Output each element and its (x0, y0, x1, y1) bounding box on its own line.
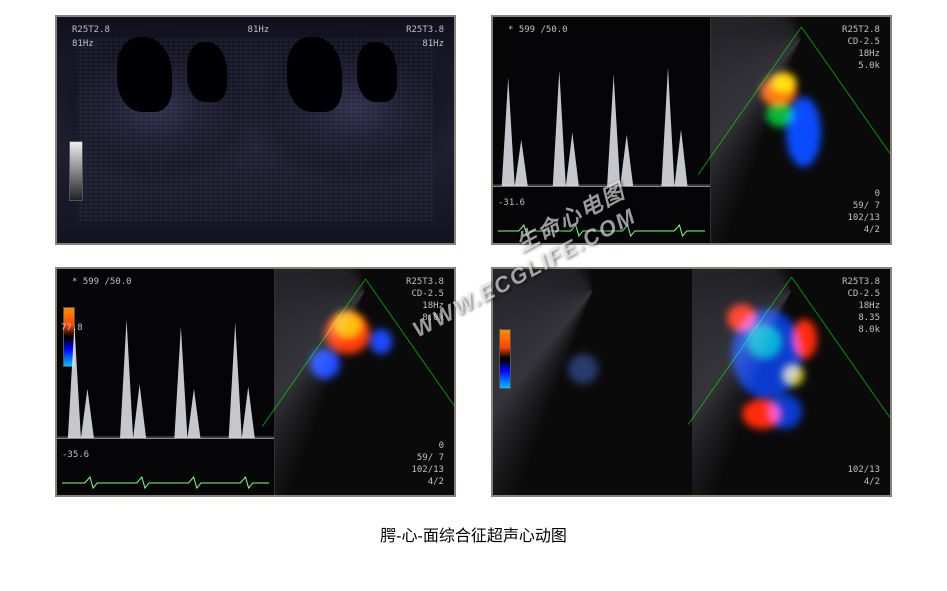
velocity-bar-icon (499, 329, 511, 389)
label-br3: 102/13 (411, 465, 444, 475)
label-r4: 5.0k (858, 61, 880, 71)
echo-panel-doppler-1: * 599 /50.0 -31.6 R25T2.8 CD-2.5 18Hz (491, 15, 892, 245)
label-br2: 102/13 (847, 465, 880, 475)
label-br4: 4/2 (864, 225, 880, 235)
doppler-waveform (57, 314, 274, 438)
label-br1: 0 (875, 189, 880, 199)
echo-panel-color-dual: R25T3.8 CD-2.5 18Hz 8.35 8.0k 4/2 102/13 (491, 267, 892, 497)
panel-hz-r: 81Hz (422, 39, 444, 49)
figure-caption: 腭-心-面综合征超声心动图 (55, 522, 892, 546)
label-r4: 8.35 (858, 313, 880, 323)
velocity-min: -31.6 (498, 198, 525, 208)
label-r3: 18Hz (422, 301, 444, 311)
label-br1: 0 (439, 441, 444, 451)
panel-label: R25T2.8 (72, 25, 110, 35)
echo-panel-doppler-2: 77.8 (55, 267, 456, 497)
echo-panel-2d-dual: R25T2.8 81Hz 81Hz R25T3.8 81Hz (55, 15, 456, 245)
label-r4: 8.0k (422, 313, 444, 323)
label-br2: 59/ 7 (853, 201, 880, 211)
label-r3: 18Hz (858, 49, 880, 59)
label-br2: 59/ 7 (417, 453, 444, 463)
panel-hz-mid: 81Hz (248, 25, 270, 35)
label-br4: 4/2 (428, 477, 444, 487)
doppler-scale: * 599 /50.0 (508, 25, 568, 35)
ecg-trace (62, 475, 269, 490)
panel-label-r: R25T3.8 (406, 25, 444, 35)
label-r1: R25T2.8 (842, 25, 880, 35)
label-r3: 18Hz (858, 301, 880, 311)
doppler-waveform (493, 62, 710, 186)
label-br3: 4/2 (864, 477, 880, 487)
label-r5: 8.0k (858, 325, 880, 335)
grayscale-bar-icon (69, 141, 83, 201)
figure-container: R25T2.8 81Hz 81Hz R25T3.8 81Hz (0, 0, 947, 561)
panel-hz: 81Hz (72, 39, 94, 49)
label-r1: R25T3.8 (842, 277, 880, 287)
label-r2: CD-2.5 (847, 37, 880, 47)
label-br3: 102/13 (847, 213, 880, 223)
ecg-trace (498, 223, 705, 238)
echo-grid: R25T2.8 81Hz 81Hz R25T3.8 81Hz (55, 15, 892, 497)
label-r2: CD-2.5 (847, 289, 880, 299)
label-r2: CD-2.5 (411, 289, 444, 299)
label-r1: R25T3.8 (406, 277, 444, 287)
doppler-scale: * 599 /50.0 (72, 277, 132, 287)
velocity-min: -35.6 (62, 450, 89, 460)
